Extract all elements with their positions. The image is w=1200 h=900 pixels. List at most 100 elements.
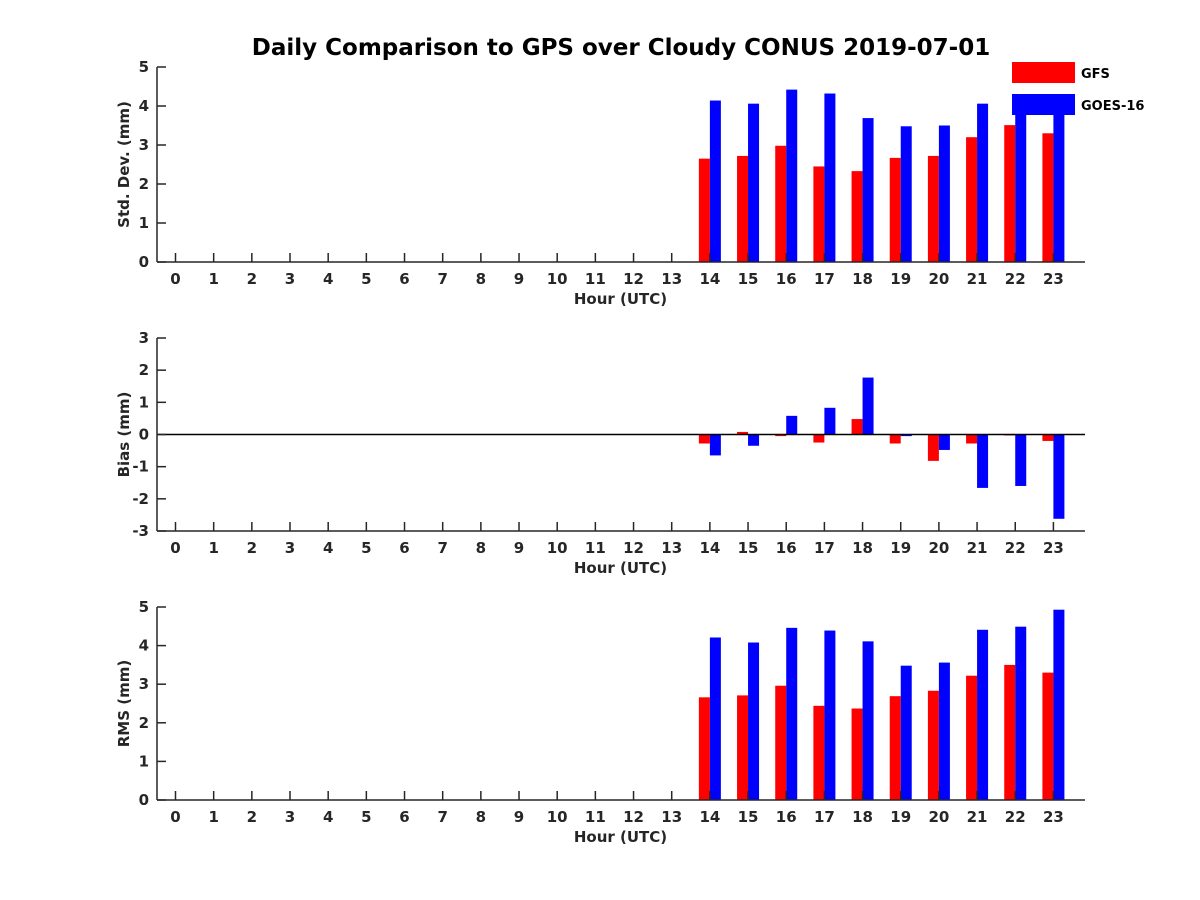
- y-tick-label: 1: [139, 752, 149, 770]
- y-axis-label: Std. Dev. (mm): [115, 101, 133, 228]
- bar-goes-16-15: [748, 434, 760, 446]
- x-tick-label: 4: [323, 808, 333, 826]
- x-tick-label: 12: [623, 808, 644, 826]
- x-tick-label: 17: [814, 539, 835, 557]
- x-tick-label: 0: [170, 270, 180, 288]
- x-tick-label: 20: [928, 539, 949, 557]
- x-tick-label: 10: [547, 808, 568, 826]
- bar-goes-16-20: [938, 662, 950, 800]
- x-tick-label: 16: [776, 808, 797, 826]
- bar-goes-16-21: [977, 103, 989, 262]
- bar-gfs-17: [813, 166, 825, 262]
- x-tick-label: 2: [247, 270, 257, 288]
- bar-gfs-15: [737, 431, 749, 435]
- bar-gfs-16: [775, 434, 787, 437]
- x-tick-label: 12: [623, 539, 644, 557]
- x-tick-label: 3: [285, 270, 295, 288]
- bar-gfs-20: [927, 155, 939, 262]
- bar-gfs-16: [775, 145, 787, 262]
- x-tick-label: 22: [1005, 808, 1026, 826]
- bar-gfs-17: [813, 434, 825, 443]
- y-tick-label: 5: [139, 598, 149, 616]
- x-tick-label: 18: [852, 808, 873, 826]
- bar-gfs-23: [1042, 434, 1054, 441]
- x-tick-label: 15: [738, 539, 759, 557]
- bar-goes-16-17: [824, 407, 836, 435]
- y-tick-label: 1: [139, 214, 149, 232]
- bar-goes-16-17: [824, 630, 836, 800]
- bar-gfs-21: [966, 675, 978, 800]
- y-tick-label: 3: [139, 675, 149, 693]
- bar-goes-16-19: [900, 126, 912, 262]
- x-tick-label: 23: [1043, 808, 1064, 826]
- bar-goes-16-17: [824, 93, 836, 263]
- bar-gfs-18: [851, 419, 863, 435]
- bar-goes-16-23: [1053, 609, 1065, 800]
- x-tick-label: 5: [361, 808, 371, 826]
- x-tick-label: 7: [437, 270, 447, 288]
- x-tick-label: 19: [890, 270, 911, 288]
- x-tick-label: 5: [361, 270, 371, 288]
- x-tick-label: 17: [814, 808, 835, 826]
- bar-gfs-17: [813, 705, 825, 800]
- chart-title: Daily Comparison to GPS over Cloudy CONU…: [252, 35, 990, 61]
- x-tick-label: 11: [585, 270, 606, 288]
- x-tick-label: 21: [967, 808, 988, 826]
- x-tick-label: 8: [476, 270, 486, 288]
- x-tick-label: 5: [361, 539, 371, 557]
- bar-gfs-14: [698, 697, 710, 800]
- bar-goes-16-18: [862, 641, 874, 800]
- bar-goes-16-19: [900, 434, 912, 437]
- bar-gfs-20: [927, 434, 939, 461]
- legend: GFS GOES-16: [1012, 62, 1144, 115]
- x-tick-label: 4: [323, 539, 333, 557]
- bar-goes-16-23: [1053, 94, 1065, 262]
- y-tick-label: 3: [139, 136, 149, 154]
- bar-goes-16-21: [977, 434, 989, 488]
- x-tick-label: 12: [623, 270, 644, 288]
- x-tick-label: 14: [699, 539, 720, 557]
- bar-goes-16-14: [709, 100, 721, 262]
- bar-gfs-21: [966, 137, 978, 262]
- x-tick-label: 15: [738, 270, 759, 288]
- bar-goes-16-23: [1053, 434, 1065, 519]
- x-tick-label: 18: [852, 270, 873, 288]
- bar-gfs-15: [737, 155, 749, 262]
- x-tick-label: 21: [967, 539, 988, 557]
- bar-goes-16-14: [709, 637, 721, 800]
- x-tick-label: 3: [285, 539, 295, 557]
- x-tick-label: 4: [323, 270, 333, 288]
- bar-gfs-19: [889, 157, 901, 262]
- x-tick-label: 7: [437, 539, 447, 557]
- bar-goes-16-20: [938, 125, 950, 262]
- bar-goes-16-14: [709, 434, 721, 456]
- x-tick-label: 11: [585, 808, 606, 826]
- x-tick-label: 16: [776, 539, 797, 557]
- bar-gfs-15: [737, 695, 749, 800]
- legend-swatch-gfs: [1012, 62, 1075, 83]
- x-tick-label: 23: [1043, 270, 1064, 288]
- x-tick-label: 20: [928, 808, 949, 826]
- x-tick-label: 23: [1043, 539, 1064, 557]
- x-tick-label: 8: [476, 808, 486, 826]
- bar-gfs-19: [889, 434, 901, 444]
- bar-goes-16-20: [938, 434, 950, 450]
- legend-label-goes-16: GOES-16: [1081, 99, 1144, 114]
- y-tick-label: 4: [139, 637, 149, 655]
- x-tick-label: 6: [399, 539, 409, 557]
- x-tick-label: 21: [967, 270, 988, 288]
- x-tick-label: 9: [514, 808, 524, 826]
- legend-swatch-goes-16: [1012, 94, 1075, 115]
- x-tick-label: 13: [661, 270, 682, 288]
- y-tick-label: 0: [139, 253, 149, 271]
- bar-goes-16-22: [1015, 434, 1027, 486]
- x-tick-label: 1: [208, 808, 218, 826]
- y-tick-label: 4: [139, 97, 149, 115]
- x-tick-label: 1: [208, 270, 218, 288]
- y-tick-label: 0: [139, 426, 149, 444]
- bar-gfs-22: [1004, 664, 1016, 800]
- bar-goes-16-21: [977, 629, 989, 800]
- y-tick-label: -1: [132, 458, 149, 476]
